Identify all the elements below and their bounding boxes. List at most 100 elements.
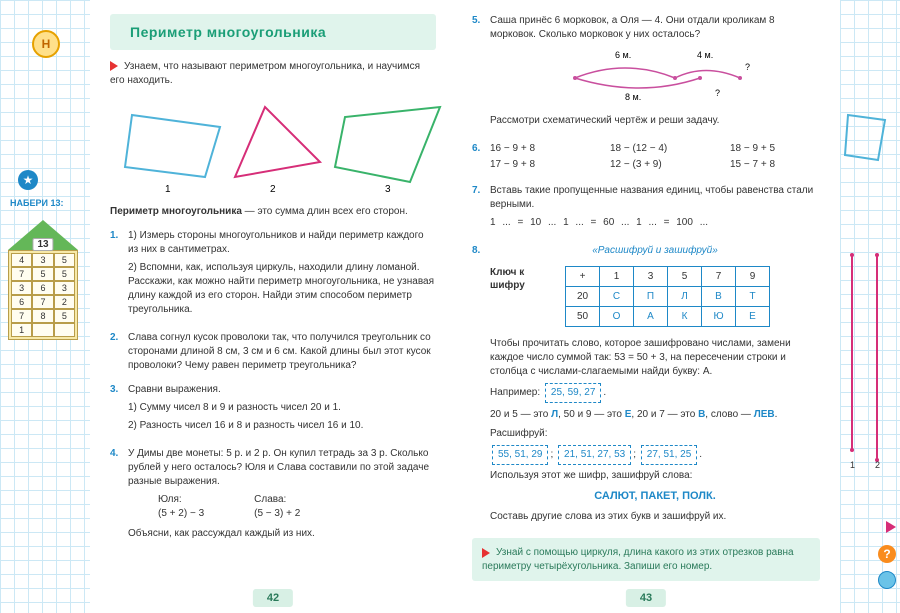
sidebar-label: НАБЕРИ 13: (10, 198, 63, 208)
th: + (566, 267, 600, 287)
td: К (668, 307, 702, 327)
td: 50 (566, 307, 600, 327)
cipher-breakdown: 20 и 5 — это Л, 50 и 9 — это Е, 20 и 7 —… (490, 407, 820, 423)
house-number: 13 (32, 238, 53, 251)
intro-content: Узнаем, что называют периметром многоуго… (110, 61, 420, 86)
t: , 20 и 7 — это (631, 409, 698, 420)
polygon-figure: 1 2 3 (110, 97, 436, 197)
th: 1 (600, 267, 634, 287)
badge-icon: Н (32, 30, 60, 58)
house-cell: 3 (54, 281, 75, 295)
page-43: 5. Саша принёс 6 морковок, а Оля — 4. Он… (460, 4, 832, 609)
th: 5 (668, 267, 702, 287)
slava-label: Слава: (254, 493, 300, 507)
house-body: 435 755 363 672 785 1 (8, 250, 78, 340)
page-number: 42 (253, 589, 293, 607)
encode-prompt: Используя этот же шифр, зашифруй слова: (490, 469, 820, 483)
house-cell: 7 (32, 295, 53, 309)
cipher-explain: Чтобы прочитать слово, которое зашифрова… (490, 337, 820, 379)
th: 7 (702, 267, 736, 287)
carrot-diagram: 6 м. 4 м. 8 м. ? ? (490, 48, 820, 108)
house-cell (32, 323, 53, 337)
svg-text:?: ? (715, 88, 720, 98)
task-1: 1. 1) Измерь стороны многоугольников и н… (110, 229, 436, 321)
td: О (600, 307, 634, 327)
task-6: 6. 16 − 9 + 818 − (12 − 4)18 − 9 + 5 17 … (472, 142, 820, 174)
house-cell: 6 (32, 281, 53, 295)
encode-words: САЛЮТ, ПАКЕТ, ПОЛК. (490, 489, 820, 504)
house-cell: 3 (32, 253, 53, 267)
yulia-expr: (5 + 2) − 3 (158, 507, 204, 521)
code-box: 55, 51, 29 (492, 445, 548, 465)
code-box: 27, 51, 25 (641, 445, 697, 465)
task3-p2: 2) Разность чисел 16 и 8 и разность чисе… (128, 419, 436, 433)
house-cell: 7 (11, 267, 32, 281)
arrow-icon (110, 61, 118, 71)
arrow-icon (482, 548, 490, 558)
footer-note: Узнай с помощью циркуля, длина какого из… (472, 538, 820, 581)
task4-explain: Объясни, как рассуждал каждый из них. (128, 527, 436, 541)
example-box: 25, 59, 27 (545, 383, 601, 403)
house-cell: 1 (11, 323, 32, 337)
cipher-title: «Расшифруй и зашифруй» (490, 244, 820, 258)
task-7: 7. Вставь такие пропущенные названия еди… (472, 184, 820, 234)
task5-body: Саша принёс 6 морковок, а Оля — 4. Они о… (490, 14, 820, 42)
spread: Периметр многоугольника Узнаем, что назы… (98, 4, 832, 609)
page-title: Периметр многоугольника (110, 14, 436, 50)
task-number: 4. (110, 447, 128, 545)
task3-head: Сравни выражения. (128, 383, 436, 397)
shape-label-3: 3 (385, 184, 391, 195)
eq: 15 − 7 + 8 (730, 158, 820, 172)
compose-prompt: Составь другие слова из этих букв и заши… (490, 510, 820, 524)
t: , слово — (705, 409, 753, 420)
footer-text: Узнай с помощью циркуля, длина какого из… (482, 547, 794, 572)
td: 20 (566, 287, 600, 307)
yulia-label: Юля: (158, 493, 204, 507)
td: Ю (702, 307, 736, 327)
shape-label-2: 2 (270, 184, 276, 195)
task1-p2: 2) Вспомни, как, используя циркуль, нахо… (128, 261, 436, 317)
house-cell: 5 (54, 309, 75, 323)
td: Е (736, 307, 770, 327)
task-8: 8. «Расшифруй и зашифруй» Ключ к шифру +… (472, 244, 820, 528)
decode-label: Расшифруй: (490, 427, 820, 441)
house-cell: 7 (11, 309, 32, 323)
t: , 50 и 9 — это (558, 409, 625, 420)
house-cell: 4 (11, 253, 32, 267)
eq: 18 − (12 − 4) (610, 142, 700, 156)
td: С (600, 287, 634, 307)
globe-icon (878, 571, 896, 589)
cipher-key-label: Ключ к шифру (490, 266, 550, 292)
task7-body: Вставь такие пропущенные названия единиц… (490, 184, 820, 212)
house-cell: 3 (11, 281, 32, 295)
house-cell (54, 323, 75, 337)
svg-text:?: ? (745, 62, 750, 72)
td: Т (736, 287, 770, 307)
example-label: Например: (490, 387, 540, 398)
seg-label-2: 2 (875, 460, 880, 470)
task1-p1: 1) Измерь стороны многоугольников и найд… (128, 229, 436, 257)
seg-label-1: 1 (850, 460, 855, 470)
task-number: 1. (110, 229, 128, 321)
task-number: 3. (110, 383, 128, 437)
house-cell: 6 (11, 295, 32, 309)
eq: 18 − 9 + 5 (730, 142, 820, 156)
task-number: 5. (472, 14, 490, 132)
cipher-table: +13579 20СПЛВТ 50ОАКЮЕ (565, 266, 770, 327)
cipher-example: Например: 25, 59, 27. (490, 383, 820, 403)
eq: 12 − (3 + 9) (610, 158, 700, 172)
td: В (702, 287, 736, 307)
task-number: 2. (110, 331, 128, 373)
td: Л (668, 287, 702, 307)
definition: Периметр многоугольника — это сумма длин… (110, 205, 436, 219)
task-number: 7. (472, 184, 490, 234)
code-box: 21, 51, 27, 53 (558, 445, 631, 465)
intro-text: Узнаем, что называют периметром многоуго… (110, 60, 436, 87)
task3-p1: 1) Сумму чисел 8 и 9 и разность чисел 20… (128, 401, 436, 415)
td: А (634, 307, 668, 327)
svg-text:6 м.: 6 м. (615, 50, 631, 60)
task-3: 3. Сравни выражения. 1) Сумму чисел 8 и … (110, 383, 436, 437)
th: 3 (634, 267, 668, 287)
task-number: 8. (472, 244, 490, 528)
definition-rest: — это сумма длин всех его сторон. (245, 206, 408, 217)
